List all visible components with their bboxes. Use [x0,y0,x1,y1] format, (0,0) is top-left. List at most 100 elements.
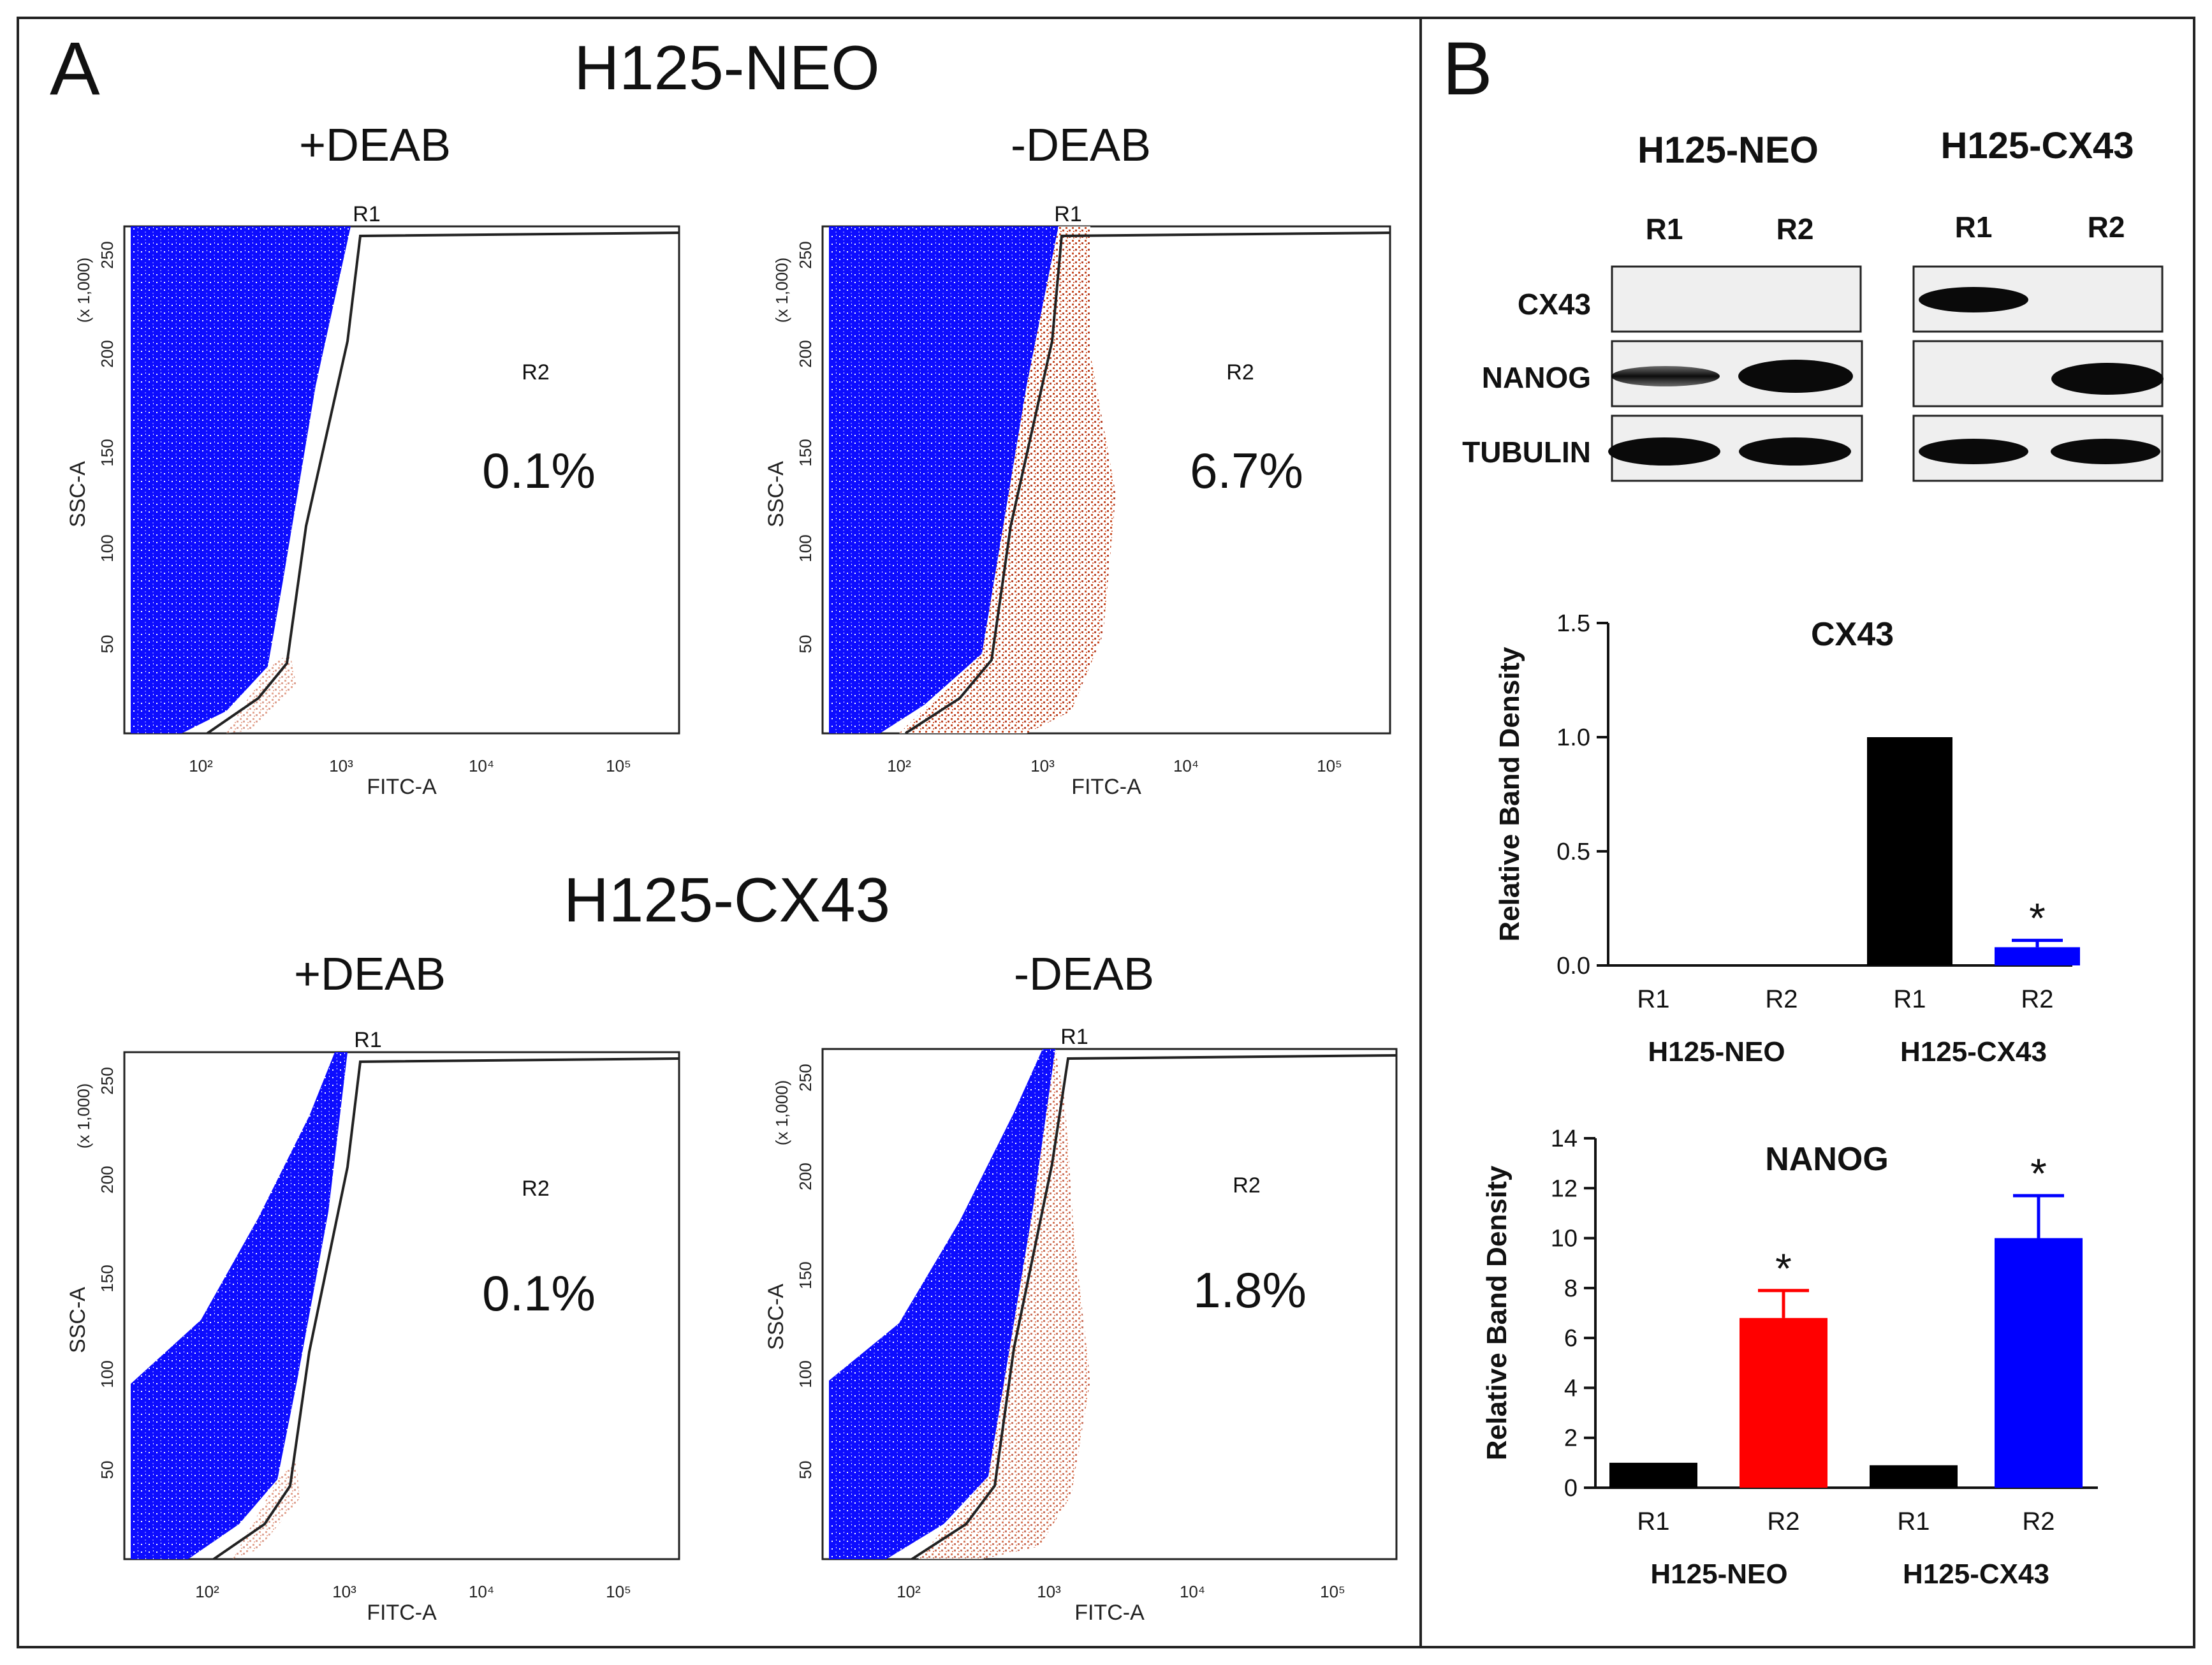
x-tick: 10⁴ [469,1582,494,1601]
y-axis-label: SSC-A [764,461,788,527]
figure-frame [17,17,2195,1648]
gate-r1-label: R1 [353,202,380,226]
y-scale-note: (x 1,000) [772,258,791,323]
y-scale-note: (x 1,000) [74,258,93,323]
wb-row-label: CX43 [1518,288,1591,321]
chart-title: NANOG [1765,1141,1889,1178]
x-tick: 10⁴ [1173,756,1199,775]
panel-b-label: B [1442,27,1493,111]
bar-chart-nanog: 0 2 4 6 8 10 12 14 Relative Band Density NANOG R1 *… [1481,1126,2098,1590]
r2-percent: 0.1% [482,443,596,499]
gate-r2-label: R2 [522,360,549,385]
y-tick: 50 [796,635,815,654]
cond-neo-minus-deab: -DEAB [1011,120,1151,171]
flow-plot-neo-minus-deab: R1 R2 6.7% 10² 10³ 10⁴ 10⁵ FITC-A 50 100… [764,202,1391,799]
cond-cx43-minus-deab: -DEAB [1014,949,1154,1000]
cond-cx43-plus-deab: +DEAB [294,949,446,1000]
wb-lane-label: R1 [1955,210,1993,244]
gate-r1-label: R1 [1054,202,1081,226]
y-tick: 100 [98,534,117,562]
flow-title-cx43: H125-CX43 [564,865,890,935]
band-cx43-nanog-r2 [2051,363,2164,395]
r1-gate-line [911,1054,1397,1560]
category-label: R2 [2022,1507,2055,1536]
r2-percent: 1.8% [1193,1262,1307,1318]
y-tick: 200 [98,340,117,367]
x-tick: 10² [195,1582,219,1601]
y-axis-label: SSC-A [764,1284,788,1350]
gate-r2-label: R2 [522,1177,549,1201]
y-tick-label: 0 [1564,1475,1578,1502]
r2-percent: 6.7% [1190,443,1303,499]
y-ticks: 50 100 150 200 250 [98,1067,117,1479]
y-scale-note: (x 1,000) [772,1080,791,1146]
y-tick: 200 [796,1163,815,1190]
group-label: H125-CX43 [1900,1036,2047,1067]
bar [1995,947,2080,965]
y-tick-label: 1.5 [1556,610,1590,637]
y-tick-label: 4 [1564,1375,1578,1402]
band-cx43-cx43-r1 [1919,287,2028,312]
y-axis-label: Relative Band Density [1481,1165,1513,1460]
bar [1867,737,1952,965]
wb-group-cx43: H125-CX43 [1940,125,2134,166]
x-axis-label: FITC-A [367,775,437,799]
r1-gate-line [904,231,1391,735]
significance-star: * [2029,895,2046,942]
band-neo-tubulin-r1 [1608,437,1720,466]
y-tick-label: 10 [1551,1226,1578,1252]
x-tick: 10⁴ [1180,1582,1205,1601]
x-tick: 10⁵ [1320,1582,1345,1601]
y-tick: 150 [796,439,815,466]
y-tick-label: 1.0 [1556,724,1590,751]
x-tick: 10³ [1037,1582,1061,1601]
significance-star: * [2030,1150,2047,1197]
y-tick: 150 [796,1261,815,1289]
x-tick: 10² [887,756,911,775]
group-label: H125-NEO [1648,1036,1785,1067]
category-label: R1 [1637,985,1669,1013]
band-neo-tubulin-r2 [1739,437,1851,466]
wb-row-label: NANOG [1482,361,1591,394]
y-axis-label: SSC-A [66,461,90,527]
y-tick: 250 [98,1067,117,1094]
y-tick-label: 2 [1564,1425,1578,1452]
x-ticks: 10² 10³ 10⁴ 10⁵ [887,756,1342,775]
category-label: R1 [1637,1507,1669,1536]
x-ticks: 10² 10³ 10⁴ 10⁵ [189,756,631,775]
y-tick: 200 [796,340,815,367]
flow-title-neo: H125-NEO [574,33,879,103]
category-label: R2 [1767,1507,1799,1536]
panel-a-label: A [50,27,100,111]
y-tick: 250 [796,1064,815,1091]
x-tick: 10² [189,756,213,775]
y-ticks: 50 100 150 200 250 [796,1064,815,1479]
blot-neo-cx43 [1611,265,1862,333]
x-tick: 10⁵ [606,756,631,775]
bar [1870,1465,1958,1488]
x-tick: 10⁵ [606,1582,631,1601]
y-tick: 50 [98,1461,117,1479]
category-label: R1 [1893,985,1926,1013]
bar [1740,1317,1827,1488]
r1-population [131,1052,348,1559]
r1-population [829,1049,1055,1559]
r1-population [829,226,1058,733]
wb-row-label: TUBULIN [1462,436,1591,469]
y-tick: 150 [98,439,117,466]
gate-r1-label: R1 [1060,1025,1088,1049]
band-cx43-tubulin-r2 [2051,439,2160,464]
western-blot: H125-NEO H125-CX43 R1 R2 R1 R2 CX43 NANO… [1462,125,2164,482]
wb-group-neo: H125-NEO [1637,129,1819,171]
r2-population [918,1049,1090,1559]
category-label: R2 [2021,985,2053,1013]
y-axis-label: SSC-A [66,1287,90,1353]
y-tick-label: 8 [1564,1275,1578,1302]
y-tick-label: 0.0 [1556,953,1590,979]
wb-lane-label: R2 [1776,212,1814,246]
y-tick: 250 [796,241,815,268]
flow-plot-cx43-minus-deab: R1 R2 1.8% 10² 10³ 10⁴ 10⁵ FITC-A 50 100… [764,1025,1398,1625]
group-label: H125-CX43 [1903,1559,2049,1590]
y-ticks: 50 100 150 200 250 [98,241,117,653]
